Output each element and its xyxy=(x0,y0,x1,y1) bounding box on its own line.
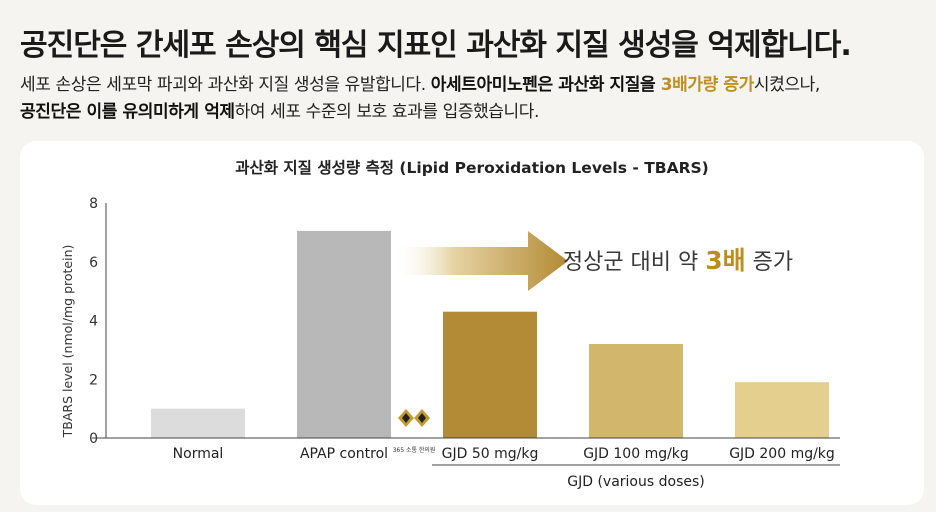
group-label: GJD (various doses) xyxy=(567,474,704,490)
description-line-1: 세포 손상은 세포막 파괴와 과산화 지질 생성을 유발합니다. 아세트아미노펜… xyxy=(20,72,920,99)
description: 세포 손상은 세포막 파괴와 과산화 지질 생성을 유발합니다. 아세트아미노펜… xyxy=(20,72,920,126)
diamond-icon xyxy=(398,409,430,427)
page-title: 공진단은 간세포 손상의 핵심 지표인 과산화 지질 생성을 억제합니다. xyxy=(20,28,852,63)
chart-card: 과산화 지질 생성량 측정 (Lipid Peroxidation Levels… xyxy=(20,141,924,505)
description-segment: 공진단은 이를 유의미하게 억제 xyxy=(20,102,235,122)
annotation-prefix: 정상군 대비 약 xyxy=(563,250,705,275)
annotation-suffix: 증가 xyxy=(746,250,793,275)
y-tick-label: 0 xyxy=(89,431,98,447)
bar-series xyxy=(151,230,829,438)
annotation-strong: 3배 xyxy=(705,246,745,275)
increase-annotation: 정상군 대비 약 3배 증가 xyxy=(563,246,793,275)
y-tick-label: 6 xyxy=(89,255,98,271)
description-segment: 세포 손상은 세포막 파괴와 과산화 지질 생성을 유발합니다. xyxy=(20,75,431,95)
logo-text: 365 소통 한의원 xyxy=(393,446,436,454)
bar xyxy=(151,408,245,438)
y-axis-label: TBARS level (nmol/mg protein) xyxy=(60,245,75,439)
bar xyxy=(297,230,391,438)
bar xyxy=(443,311,537,438)
x-tick-label: GJD 100 mg/kg xyxy=(583,446,689,462)
x-tick-label: GJD 200 mg/kg xyxy=(729,446,835,462)
bar xyxy=(589,344,683,438)
description-segment: 하여 세포 수준의 보호 효과를 입증했습니다. xyxy=(234,102,540,122)
x-tick-label: APAP control xyxy=(300,446,388,462)
y-tick-label: 8 xyxy=(89,196,98,212)
y-tick-label: 4 xyxy=(89,314,98,330)
x-axis-categories: Normal APAP control GJD 50 mg/kg GJD 100 mg… xyxy=(173,446,835,462)
clinic-logo: 365 소통 한의원 xyxy=(393,409,436,454)
chart-title: 과산화 지질 생성량 측정 (Lipid Peroxidation Levels… xyxy=(235,158,709,177)
y-tick-label: 2 xyxy=(89,372,98,388)
arrow-icon xyxy=(392,231,568,291)
description-segment: 아세트아미노펜은 과산화 지질을 xyxy=(430,75,661,95)
bar xyxy=(735,382,829,438)
increase-arrow xyxy=(392,231,568,291)
x-tick-label: GJD 50 mg/kg xyxy=(442,446,539,462)
description-line-2: 공진단은 이를 유의미하게 억제하여 세포 수준의 보호 효과를 입증했습니다. xyxy=(20,99,920,126)
description-segment: 3배가량 증가 xyxy=(660,75,755,95)
y-axis: 0 2 4 6 8 xyxy=(89,196,107,447)
x-tick-label: Normal xyxy=(173,446,224,462)
bar-chart: 과산화 지질 생성량 측정 (Lipid Peroxidation Levels… xyxy=(60,158,840,490)
description-segment: 시켰으나, xyxy=(753,75,820,95)
